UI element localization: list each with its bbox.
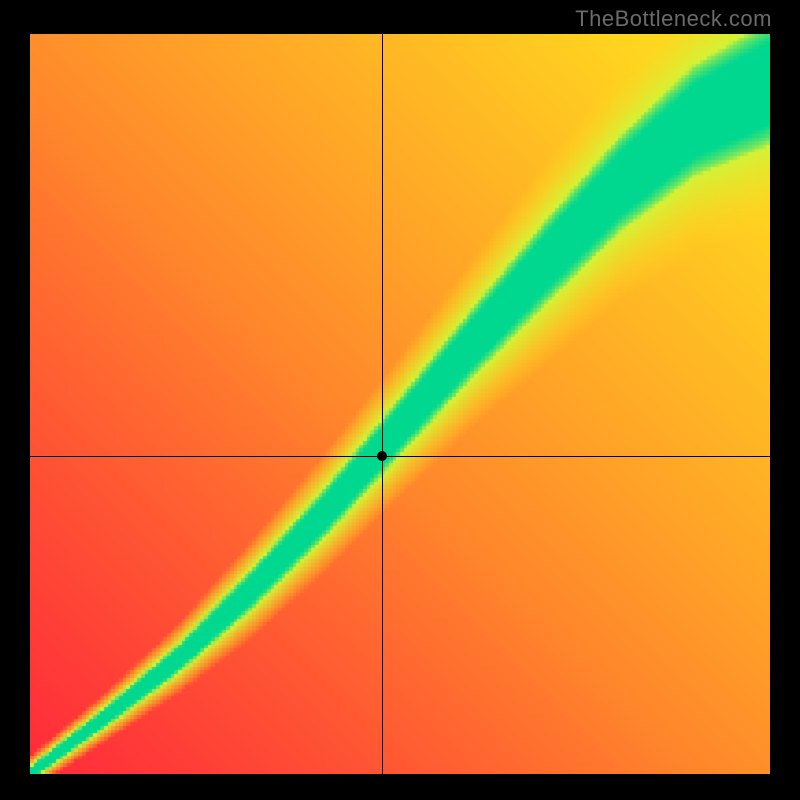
crosshair-horizontal	[30, 456, 770, 457]
crosshair-marker	[377, 451, 387, 461]
crosshair-vertical	[382, 34, 383, 774]
heatmap-canvas	[30, 34, 770, 774]
chart-frame: TheBottleneck.com	[0, 0, 800, 800]
watermark-text: TheBottleneck.com	[575, 6, 772, 32]
plot-area	[30, 34, 770, 774]
